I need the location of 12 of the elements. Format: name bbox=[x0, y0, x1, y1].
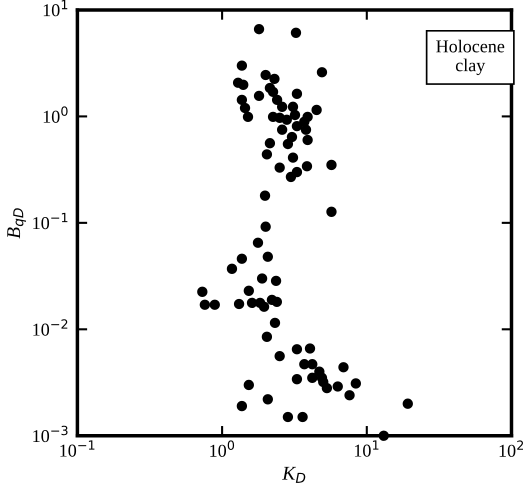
y-axis-title: B$_{qD}$ bbox=[7, 208, 26, 239]
y-tick-label: 10$^{0}$ bbox=[44, 106, 68, 123]
x-tick-label: 10$^{1}$ bbox=[354, 440, 378, 457]
x-tick-label: 10$^{−1}$ bbox=[60, 440, 94, 457]
y-tick-label: 10$^{−2}$ bbox=[33, 319, 68, 336]
y-tick-label: 10$^{−3}$ bbox=[33, 426, 68, 442]
annotation: Holocene clay bbox=[436, 40, 504, 76]
y-tick-label: 10$^{1}$ bbox=[44, 0, 68, 16]
x-axis-title: K$_{D}$ bbox=[282, 466, 306, 483]
y-tick-label: 10$^{−1}$ bbox=[33, 212, 68, 230]
x-tick-label: 10$^{2}$ bbox=[500, 440, 523, 457]
x-tick-label: 10$^{0}$ bbox=[210, 440, 234, 457]
